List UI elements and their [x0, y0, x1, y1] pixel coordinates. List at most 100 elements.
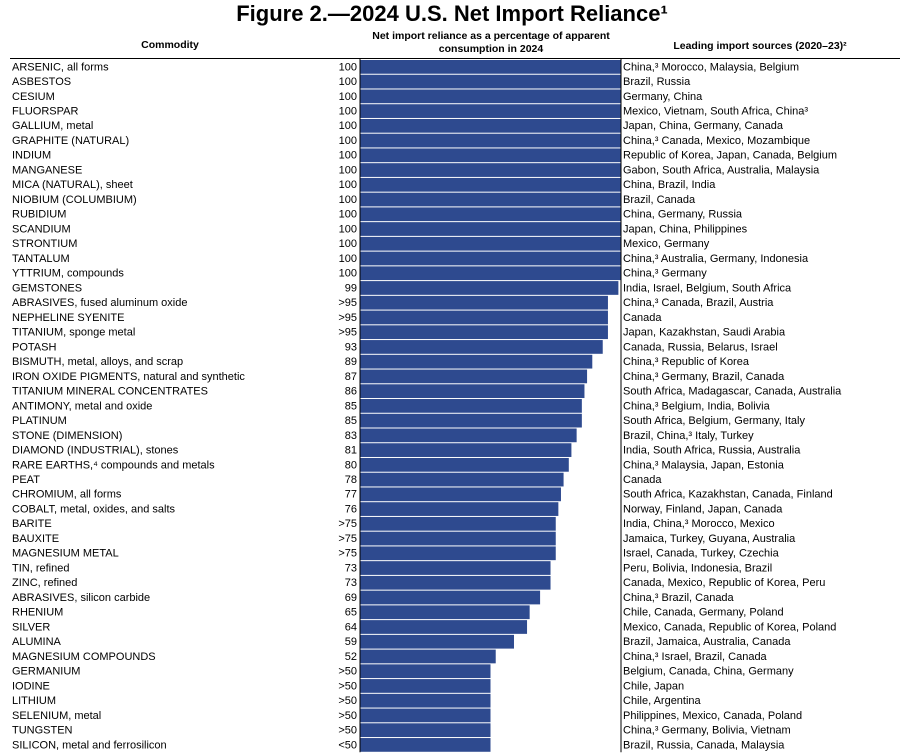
bar	[360, 502, 559, 516]
commodity-label: DIAMOND (INDUSTRIAL), stones	[12, 445, 179, 457]
commodity-label: RARE EARTHS,⁴ compounds and metals	[12, 459, 215, 471]
value-label: 65	[345, 607, 357, 619]
commodity-label: MANGANESE	[12, 164, 82, 176]
bar	[360, 487, 561, 502]
commodity-label: PLATINUM	[12, 415, 67, 427]
commodity-label: BAUXITE	[12, 533, 59, 545]
value-label: 87	[345, 371, 357, 383]
bar	[360, 74, 621, 89]
source-label: Canada, Russia, Belarus, Israel	[623, 341, 778, 353]
commodity-label: ABRASIVES, fused aluminum oxide	[12, 297, 187, 309]
value-label: >50	[338, 680, 357, 692]
value-label: 99	[345, 282, 357, 294]
bar	[360, 295, 608, 310]
value-label: 76	[345, 503, 357, 515]
commodity-label: TITANIUM, sponge metal	[12, 327, 135, 339]
value-label: 80	[345, 459, 357, 471]
value-label: 81	[345, 445, 357, 457]
commodity-label: BISMUTH, metal, alloys, and scrap	[12, 356, 183, 368]
commodity-label: SILICON, metal and ferrosilicon	[12, 739, 167, 751]
source-label: Mexico, Germany	[623, 238, 710, 250]
bar	[360, 679, 491, 693]
value-label: 100	[339, 76, 357, 88]
value-label: 100	[339, 61, 357, 73]
bar	[360, 236, 621, 251]
source-label: China,³ Belgium, India, Bolivia	[623, 400, 771, 412]
chart-title: Figure 2.—2024 U.S. Net Import Reliance¹	[236, 1, 668, 26]
value-label: 100	[339, 91, 357, 103]
commodity-label: GEMSTONES	[12, 282, 82, 294]
value-label: 73	[345, 562, 357, 574]
commodity-label: TITANIUM MINERAL CONCENTRATES	[12, 386, 208, 398]
source-label: Canada	[623, 312, 662, 324]
source-label: Japan, Kazakhstan, Saudi Arabia	[623, 327, 786, 339]
commodity-label: RUBIDIUM	[12, 209, 66, 221]
source-label: Belgium, Canada, China, Germany	[623, 666, 794, 678]
source-label: Brazil, Russia	[623, 76, 691, 88]
commodity-label: NEPHELINE SYENITE	[12, 312, 124, 324]
commodity-label: STONE (DIMENSION)	[12, 430, 122, 442]
commodity-label: ZINC, refined	[12, 577, 77, 589]
value-label: 100	[339, 120, 357, 132]
bar	[360, 325, 608, 340]
bar	[360, 163, 621, 177]
commodity-label: IODINE	[12, 680, 50, 692]
bar	[360, 399, 582, 413]
commodity-label: RHENIUM	[12, 607, 63, 619]
commodity-label: ARSENIC, all forms	[12, 61, 109, 73]
source-label: South Africa, Kazakhstan, Canada, Finlan…	[623, 489, 833, 501]
commodity-label: ABRASIVES, silicon carbide	[12, 592, 150, 604]
source-label: China,³ Germany	[623, 268, 707, 280]
commodity-label: SILVER	[12, 621, 50, 633]
value-label: <50	[338, 739, 357, 751]
column-header: Commodity	[141, 39, 199, 51]
source-label: China,³ Germany, Brazil, Canada	[623, 371, 785, 383]
bar	[360, 148, 621, 163]
source-label: China,³ Brazil, Canada	[623, 592, 735, 604]
source-label: China, Germany, Russia	[623, 209, 743, 221]
value-label: 100	[339, 238, 357, 250]
source-label: China,³ Canada, Brazil, Austria	[623, 297, 774, 309]
bar	[360, 118, 621, 133]
value-label: 52	[345, 651, 357, 663]
value-label: 100	[339, 194, 357, 206]
bar	[360, 222, 621, 236]
commodity-label: ALUMINA	[12, 636, 62, 648]
source-label: Chile, Canada, Germany, Poland	[623, 607, 784, 619]
commodity-label: TANTALUM	[12, 253, 70, 265]
bar	[360, 133, 621, 148]
bar	[360, 531, 556, 546]
source-label: China,³ Canada, Mexico, Mozambique	[623, 135, 810, 147]
value-label: 85	[345, 415, 357, 427]
source-label: Jamaica, Turkey, Guyana, Australia	[623, 533, 796, 545]
commodity-label: LITHIUM	[12, 695, 56, 707]
bar	[360, 413, 582, 428]
value-label: 83	[345, 430, 357, 442]
bar	[360, 443, 572, 457]
source-label: India, South Africa, Russia, Australia	[623, 445, 801, 457]
source-label: China,³ Australia, Germany, Indonesia	[623, 253, 809, 265]
value-label: 86	[345, 386, 357, 398]
bar	[360, 472, 564, 487]
commodity-label: CESIUM	[12, 91, 55, 103]
value-label: 77	[345, 489, 357, 501]
bar	[360, 620, 528, 634]
commodity-label: TIN, refined	[12, 562, 69, 574]
value-label: 59	[345, 636, 357, 648]
source-label: Brazil, China,³ Italy, Turkey	[623, 430, 754, 442]
value-label: >95	[338, 312, 357, 324]
commodity-label: POTASH	[12, 341, 56, 353]
value-label: 100	[339, 179, 357, 191]
bar	[360, 340, 603, 354]
bar	[360, 723, 491, 738]
value-label: >50	[338, 725, 357, 737]
commodity-label: GERMANIUM	[12, 666, 80, 678]
value-label: >95	[338, 297, 357, 309]
commodity-label: NIOBIUM (COLUMBIUM)	[12, 194, 137, 206]
value-label: 64	[345, 621, 357, 633]
value-label: 85	[345, 400, 357, 412]
bar	[360, 428, 577, 443]
value-label: 100	[339, 253, 357, 265]
commodity-label: CHROMIUM, all forms	[12, 489, 122, 501]
